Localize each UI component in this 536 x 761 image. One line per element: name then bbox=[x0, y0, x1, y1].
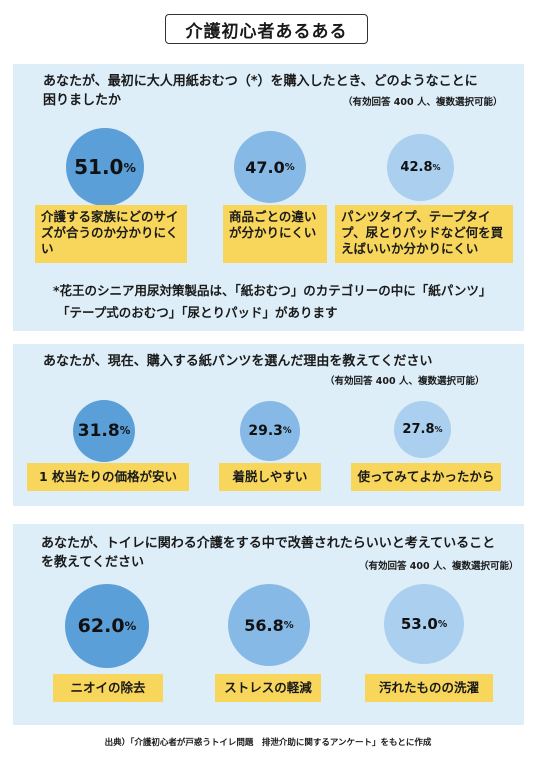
answer-box: ストレスの軽減 bbox=[215, 674, 321, 702]
percent-circle: 29.3% bbox=[240, 401, 300, 461]
percent-unit: % bbox=[119, 425, 131, 437]
percent-unit: % bbox=[434, 425, 443, 434]
percent-unit: % bbox=[124, 619, 137, 633]
percent-value: 47.0 bbox=[245, 157, 285, 177]
answer-box: 介護する家族にどのサイズが合うのか分かりにくい bbox=[35, 205, 187, 263]
percent-value: 29.3 bbox=[248, 423, 283, 439]
answer-box: ニオイの除去 bbox=[53, 674, 163, 702]
survey-panel-purchase-trouble: あなたが、最初に大人用紙おむつ（*）を購入したとき、どのようなことに困りましたか… bbox=[13, 64, 524, 331]
question-text: あなたが、現在、購入する紙パンツを選んだ理由を教えてください bbox=[43, 354, 433, 369]
question-text: あなたが、最初に大人用紙おむつ（*）を購入したとき、どのようなことに困りましたか bbox=[43, 74, 478, 108]
percent-unit: % bbox=[123, 159, 136, 175]
percent-value: 53.0 bbox=[400, 615, 438, 633]
percent-value: 42.8 bbox=[400, 160, 433, 175]
source-citation: 出典）「介護初心者が戸惑うトイレ問題 排泄介助に関するアンケート」をもとに作成 bbox=[104, 738, 432, 748]
response-note: （有効回答 400 人、複数選択可能） bbox=[325, 376, 485, 387]
answer-box: 着脱しやすい bbox=[219, 463, 321, 491]
page-title: 介護初心者あるある bbox=[165, 14, 368, 44]
footnote: 「テープ式のおむつ」「尿とりパッド」があります bbox=[57, 305, 338, 320]
response-note: （有効回答 400 人、複数選択可能） bbox=[359, 561, 519, 572]
percent-circle: 31.8% bbox=[73, 400, 135, 462]
answer-box: 1 枚当たりの価格が安い bbox=[27, 463, 189, 491]
percent-circle: 51.0% bbox=[66, 128, 144, 206]
answer-box: 商品ごとの違いが分かりにくい bbox=[223, 205, 327, 263]
percent-unit: % bbox=[282, 426, 292, 436]
percent-circle: 47.0% bbox=[234, 131, 306, 203]
percent-value: 51.0 bbox=[74, 155, 124, 179]
percent-unit: % bbox=[284, 161, 295, 173]
survey-panel-care-improvement: あなたが、トイレに関わる介護をする中で改善されたらいいと考えていることを教えてく… bbox=[13, 524, 524, 725]
percent-unit: % bbox=[283, 619, 294, 631]
percent-circle: 27.8% bbox=[394, 401, 451, 458]
percent-circle: 53.0% bbox=[384, 584, 464, 664]
percent-value: 62.0 bbox=[77, 615, 125, 637]
percent-value: 56.8 bbox=[244, 615, 284, 635]
response-note: （有効回答 400 人、複数選択可能） bbox=[343, 97, 503, 108]
percent-unit: % bbox=[432, 163, 441, 172]
answer-box: 汚れたものの洗濯 bbox=[365, 674, 493, 702]
percent-circle: 42.8% bbox=[387, 134, 454, 201]
percent-circle: 56.8% bbox=[228, 584, 310, 666]
percent-circle: 62.0% bbox=[65, 584, 149, 668]
footnote: *花王のシニア用尿対策製品は、「紙おむつ」のカテゴリーの中に「紙パンツ」 bbox=[53, 283, 492, 298]
percent-unit: % bbox=[437, 618, 448, 630]
question-text: あなたが、トイレに関わる介護をする中で改善されたらいいと考えていることを教えてく… bbox=[41, 536, 496, 570]
percent-value: 31.8 bbox=[77, 421, 120, 441]
answer-box: パンツタイプ、テープタイプ、尿とりパッドなど何を買えばいいか分かりにくい bbox=[335, 205, 513, 263]
percent-value: 27.8 bbox=[402, 422, 435, 437]
answer-box: 使ってみてよかったから bbox=[351, 463, 501, 491]
survey-panel-purchase-reason: あなたが、現在、購入する紙パンツを選んだ理由を教えてください （有効回答 400… bbox=[13, 344, 524, 506]
